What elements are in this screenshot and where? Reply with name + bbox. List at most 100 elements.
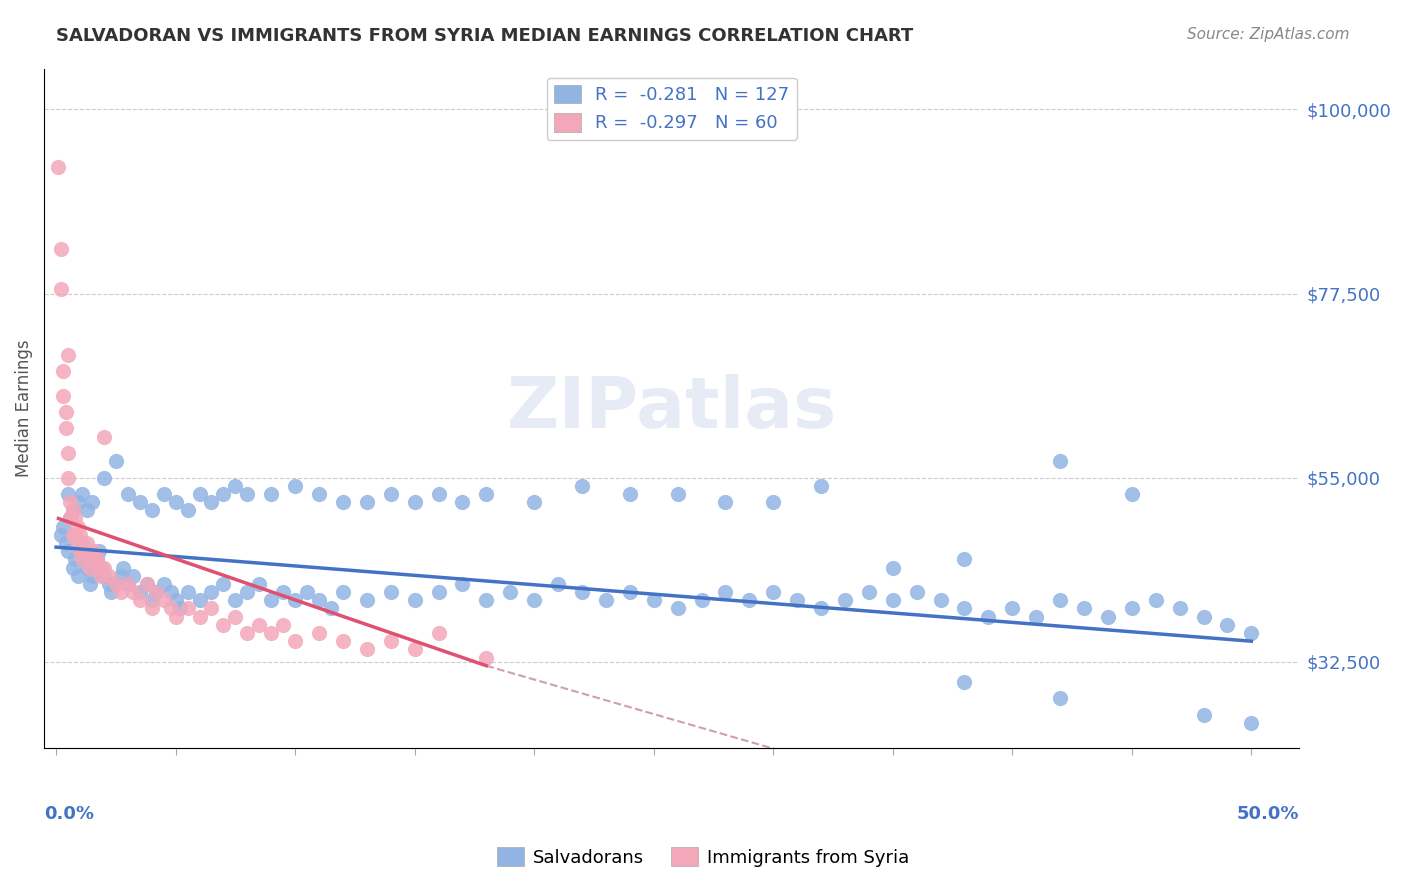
Point (200, 601, 222, 615)
Y-axis label: Median Earnings: Median Earnings (15, 339, 32, 477)
Point (690, 593, 713, 607)
Point (260, 487, 283, 501)
Point (475, 487, 498, 501)
Point (666, 487, 689, 501)
Point (49, 282, 72, 296)
Point (93, 430, 115, 444)
Point (858, 585, 880, 599)
Point (834, 593, 856, 607)
Point (762, 585, 785, 599)
Point (63, 528, 86, 542)
Point (135, 577, 157, 591)
Point (62, 528, 84, 542)
Point (905, 585, 928, 599)
Point (571, 479, 593, 493)
Point (56, 446, 79, 460)
Point (135, 577, 157, 591)
Point (260, 593, 283, 607)
Point (66, 568, 89, 582)
Text: 50.0%: 50.0% (1237, 805, 1299, 822)
Point (308, 626, 330, 640)
Point (176, 585, 198, 599)
Point (427, 626, 450, 640)
Point (523, 495, 546, 509)
Point (104, 577, 127, 591)
Point (224, 609, 246, 624)
Point (159, 585, 181, 599)
Point (121, 568, 143, 582)
Point (100, 585, 122, 599)
Point (953, 675, 976, 690)
Point (159, 601, 181, 615)
Point (284, 634, 307, 648)
Point (1097, 609, 1119, 624)
Point (165, 593, 187, 607)
Point (62, 560, 84, 574)
Point (117, 577, 139, 591)
Point (224, 593, 246, 607)
Point (83, 560, 105, 574)
Point (93, 568, 115, 582)
Point (121, 585, 143, 599)
Point (52, 519, 75, 533)
Point (97, 568, 120, 582)
Point (165, 609, 187, 624)
Point (63, 511, 86, 525)
Point (236, 487, 259, 501)
Point (953, 552, 976, 566)
Point (356, 495, 378, 509)
Point (152, 593, 174, 607)
Point (79, 560, 101, 574)
Point (380, 634, 402, 648)
Point (72, 536, 94, 550)
Point (882, 560, 904, 574)
Point (332, 634, 354, 648)
Point (66, 536, 89, 550)
Point (810, 601, 832, 615)
Point (212, 487, 235, 501)
Point (295, 585, 318, 599)
Point (110, 568, 132, 582)
Point (145, 585, 167, 599)
Point (1121, 487, 1143, 501)
Point (76, 536, 98, 550)
Point (953, 601, 976, 615)
Point (145, 585, 167, 599)
Point (76, 503, 98, 517)
Point (451, 495, 474, 509)
Point (87, 560, 110, 574)
Point (69, 528, 91, 542)
Point (404, 642, 426, 657)
Point (1073, 601, 1095, 615)
Point (1168, 601, 1191, 615)
Point (451, 577, 474, 591)
Point (73, 552, 96, 566)
Point (786, 593, 808, 607)
Point (284, 593, 307, 607)
Point (929, 593, 952, 607)
Point (1240, 716, 1263, 731)
Point (80, 495, 103, 509)
Point (86, 552, 108, 566)
Point (188, 593, 211, 607)
Point (738, 593, 761, 607)
Point (308, 487, 330, 501)
Point (87, 544, 110, 558)
Point (356, 593, 378, 607)
Point (380, 487, 402, 501)
Point (169, 601, 191, 615)
Point (104, 577, 127, 591)
Point (76, 560, 98, 574)
Point (271, 585, 294, 599)
Point (714, 585, 737, 599)
Point (332, 495, 354, 509)
Point (595, 593, 617, 607)
Point (666, 601, 689, 615)
Point (62, 503, 84, 517)
Point (236, 626, 259, 640)
Point (643, 593, 665, 607)
Point (52, 389, 75, 403)
Point (1121, 601, 1143, 615)
Point (128, 593, 150, 607)
Point (128, 495, 150, 509)
